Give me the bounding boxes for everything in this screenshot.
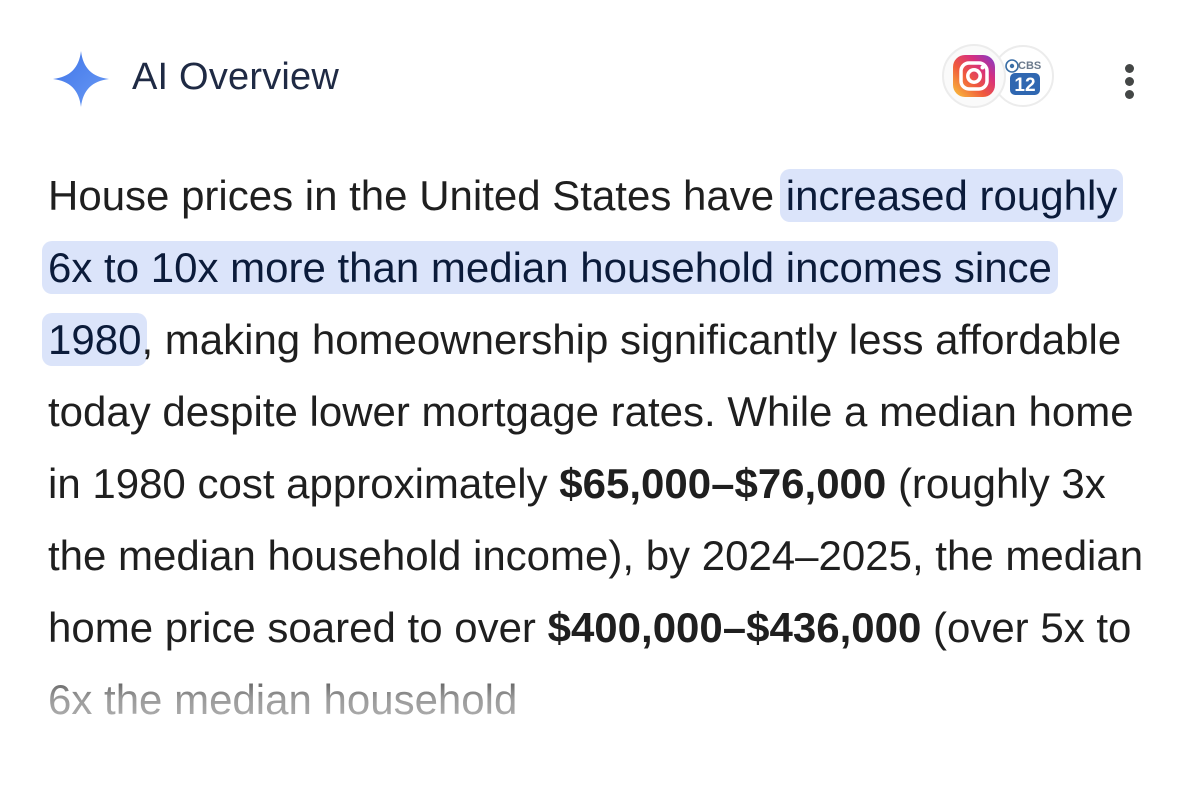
instagram-source[interactable]: [942, 44, 1006, 108]
overview-intro: House prices in the United States have: [48, 172, 786, 219]
source-avatars[interactable]: CBS 12: [942, 44, 1058, 110]
overview-part-3: (roughly 3x the median household income)…: [48, 460, 1144, 651]
cbs-badge-text: CBS: [1018, 60, 1041, 72]
cbs-badge-number: 12: [1014, 75, 1035, 96]
cbs12-icon: CBS 12: [998, 51, 1048, 101]
overview-part-2: , making homeownership significantly les…: [48, 316, 1134, 507]
more-vertical-icon-dot: [1125, 90, 1134, 99]
more-vertical-icon-dot: [1125, 64, 1134, 73]
more-vertical-icon-dot: [1125, 77, 1134, 86]
ai-overview-header: AI Overview: [0, 0, 1200, 150]
sparkle-icon: [53, 51, 109, 107]
ai-overview-title: AI Overview: [132, 56, 340, 98]
more-options-button[interactable]: [1110, 58, 1150, 104]
price-1980: $65,000–$76,000: [559, 460, 887, 507]
cbs12-source[interactable]: CBS 12: [992, 45, 1054, 107]
instagram-icon: [953, 55, 995, 97]
overview-text: House prices in the United States have i…: [42, 160, 1158, 736]
price-2024: $400,000–$436,000: [547, 604, 922, 651]
